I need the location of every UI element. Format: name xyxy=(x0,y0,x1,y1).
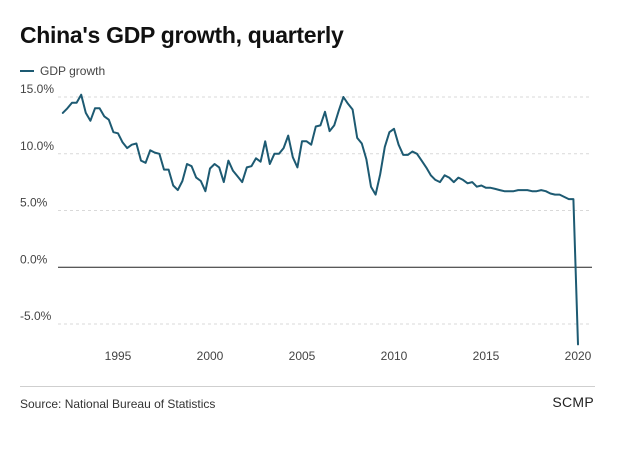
grid-lines xyxy=(58,96,592,325)
y-tick-label: 0.0% xyxy=(20,252,48,266)
x-axis-tick-labels: 1995 2000 2005 2010 2015 2020 xyxy=(105,349,592,363)
chart-title: China's GDP growth, quarterly xyxy=(20,22,344,48)
legend-swatch-gdp-growth xyxy=(20,70,34,72)
y-axis-tick-labels: 15.0% 10.0% 5.0% 0.0% -5.0% xyxy=(20,82,54,323)
source-note: Source: National Bureau of Statistics xyxy=(20,397,216,411)
y-tick-label: -5.0% xyxy=(20,309,52,323)
x-tick-label: 2010 xyxy=(381,349,408,363)
series-line-gdp-growth xyxy=(61,93,579,346)
x-tick-label: 2015 xyxy=(473,349,500,363)
brand-logo-text: SCMP xyxy=(552,394,594,410)
x-tick-label: 2000 xyxy=(197,349,224,363)
y-tick-label: 5.0% xyxy=(20,196,48,210)
y-tick-label: 10.0% xyxy=(20,139,54,153)
y-tick-label: 15.0% xyxy=(20,82,54,96)
x-tick-label: 2005 xyxy=(289,349,316,363)
x-tick-label: 2020 xyxy=(565,349,592,363)
x-tick-label: 1995 xyxy=(105,349,132,363)
legend-label-gdp-growth: GDP growth xyxy=(40,64,106,78)
footer-divider xyxy=(20,386,595,387)
legend: GDP growth xyxy=(20,64,105,78)
